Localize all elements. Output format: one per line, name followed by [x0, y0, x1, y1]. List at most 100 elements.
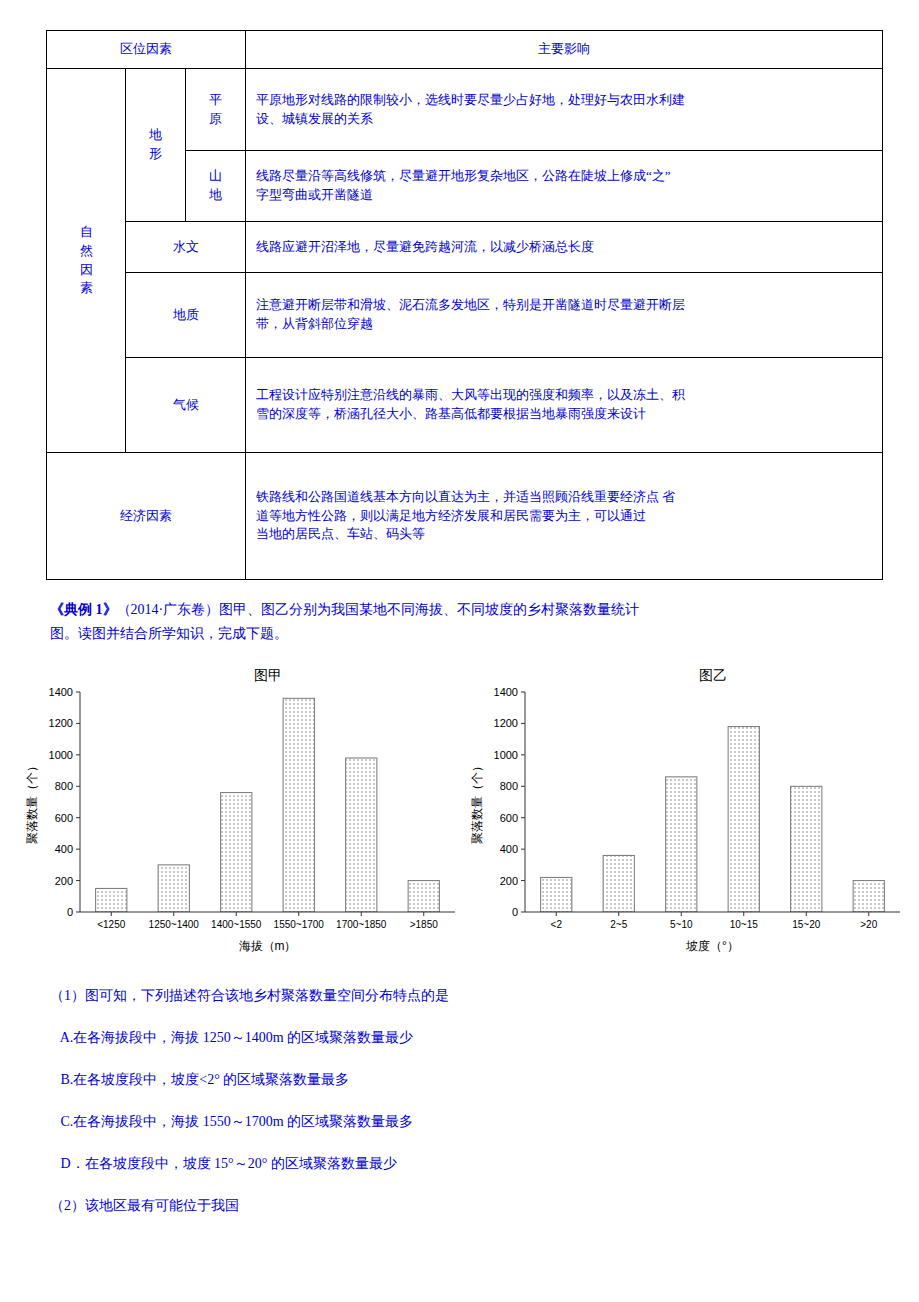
example-line: 图。读图并结合所学知识，完成下题。	[50, 622, 880, 646]
x-tick	[556, 912, 557, 916]
question-line: C.在各海拔段中，海拔 1550～1700m 的区域聚落数量最多	[50, 1101, 880, 1143]
table-row: 区位因素主要影响	[47, 31, 883, 69]
x-tick	[806, 912, 807, 916]
content-cell: 线路应避开沼泽地，尽量避免跨越河流，以减少桥涵总长度	[246, 222, 883, 273]
bars	[96, 698, 440, 912]
bar	[283, 698, 314, 912]
y-tick-label: 0	[512, 906, 518, 918]
y-axis-label: 聚落数量（个）	[25, 760, 39, 844]
label-cell: 自 然 因 素	[47, 69, 126, 453]
y-tick-label: 0	[67, 906, 73, 918]
y-tick	[521, 754, 525, 755]
x-tick-label: 15~20	[792, 919, 821, 930]
x-tick-label: 5~10	[670, 919, 693, 930]
example-line: 《典例 1》（2014·广东卷）图甲、图乙分别为我国某地不同海拔、不同坡度的乡村…	[50, 598, 880, 622]
table-row: 自 然 因 素地 形平 原平原地形对线路的限制较小，选线时要尽量少占好地，处理好…	[47, 69, 883, 151]
x-axis	[525, 912, 900, 913]
y-tick	[521, 817, 525, 818]
x-tick-label: 1400~1550	[211, 919, 262, 930]
chart-title: 图甲	[254, 667, 282, 683]
x-tick	[743, 912, 744, 916]
y-tick	[521, 692, 525, 693]
question-line: A.在各海拔段中，海拔 1250～1400m 的区域聚落数量最少	[50, 1017, 880, 1059]
y-tick-label: 1000	[494, 749, 518, 761]
example-text: 《典例 1》（2014·广东卷）图甲、图乙分别为我国某地不同海拔、不同坡度的乡村…	[50, 598, 880, 646]
label-cell: 平 原	[186, 69, 246, 151]
label-cell: 山 地	[186, 151, 246, 222]
x-tick	[298, 912, 299, 916]
content-cell: 注意避开断层带和滑坡、泥石流多发地区，特别是开凿隧道时尽量避开断层 带，从背斜部…	[246, 273, 883, 358]
x-tick	[236, 912, 237, 916]
label-cell: 经济因素	[47, 453, 246, 580]
y-tick-label: 400	[55, 843, 73, 855]
bar-chart: 0200400600800100012001400<12501250~14001…	[20, 662, 465, 962]
x-tick	[111, 912, 112, 916]
content-cell: 工程设计应特别注意沿线的暴雨、大风等出现的强度和频率，以及冻土、积 雪的深度等，…	[246, 358, 883, 453]
y-tick	[76, 754, 80, 755]
x-tick-label: >1850	[410, 919, 439, 930]
table-row: 山 地线路尽量沿等高线修筑，尽量避开地形复杂地区，公路在陡坡上修成“之” 字型弯…	[47, 151, 883, 222]
y-axis-label: 聚落数量（个）	[470, 760, 484, 844]
content-cell: 铁路线和公路国道线基本方向以直达为主，并适当照顾沿线重要经济点 省 道等地方性公…	[246, 453, 883, 580]
y-tick	[76, 723, 80, 724]
questions: （1）图可知，下列描述符合该地乡村聚落数量空间分布特点的是 A.在各海拔段中，海…	[50, 975, 880, 1227]
y-axis	[80, 692, 81, 912]
x-tick	[681, 912, 682, 916]
y-tick	[521, 786, 525, 787]
x-tick	[868, 912, 869, 916]
x-tick-label: 1700~1850	[336, 919, 387, 930]
x-tick-label: 10~15	[730, 919, 759, 930]
bar-chart: 0200400600800100012001400<22~55~1010~151…	[465, 662, 910, 962]
content-cell: 线路尽量沿等高线修筑，尽量避开地形复杂地区，公路在陡坡上修成“之” 字型弯曲或开…	[246, 151, 883, 222]
charts: 0200400600800100012001400<12501250~14001…	[20, 662, 910, 962]
y-tick-label: 1400	[494, 686, 518, 698]
question-line: （1）图可知，下列描述符合该地乡村聚落数量空间分布特点的是	[50, 975, 880, 1017]
x-tick	[173, 912, 174, 916]
y-tick	[521, 849, 525, 850]
y-tick	[76, 880, 80, 881]
table-row: 气候工程设计应特别注意沿线的暴雨、大风等出现的强度和频率，以及冻土、积 雪的深度…	[47, 358, 883, 453]
y-tick	[76, 786, 80, 787]
bar	[791, 786, 822, 912]
question-line: D．在各坡度段中，坡度 15°～20° 的区域聚落数量最少	[50, 1143, 880, 1185]
x-tick-label: 1550~1700	[274, 919, 325, 930]
bar	[666, 777, 697, 912]
bar	[408, 881, 439, 912]
table-row: 经济因素铁路线和公路国道线基本方向以直达为主，并适当照顾沿线重要经济点 省 道等…	[47, 453, 883, 580]
y-tick	[521, 880, 525, 881]
label-cell: 地 形	[126, 69, 186, 222]
x-tick	[361, 912, 362, 916]
factor-table: 区位因素主要影响自 然 因 素地 形平 原平原地形对线路的限制较小，选线时要尽量…	[46, 30, 883, 580]
y-tick	[76, 912, 80, 913]
table-row: 水文线路应避开沼泽地，尽量避免跨越河流，以减少桥涵总长度	[47, 222, 883, 273]
y-tick-label: 1200	[49, 717, 73, 729]
y-tick-label: 1200	[494, 717, 518, 729]
bar	[541, 877, 572, 912]
bar	[346, 758, 377, 912]
chart-title: 图乙	[699, 667, 727, 683]
x-tick	[423, 912, 424, 916]
y-tick-label: 600	[500, 812, 518, 824]
y-tick-label: 800	[55, 780, 73, 792]
header-cell: 主要影响	[246, 31, 883, 69]
example-bold: 《典例 1》	[50, 602, 117, 617]
bar	[728, 727, 759, 912]
bars	[541, 727, 885, 912]
bar	[221, 793, 252, 912]
y-tick	[521, 723, 525, 724]
bar	[853, 881, 884, 912]
x-tick-label: 2~5	[610, 919, 627, 930]
example-rest: （2014·广东卷）图甲、图乙分别为我国某地不同海拔、不同坡度的乡村聚落数量统计	[117, 602, 640, 617]
y-axis	[525, 692, 526, 912]
bar	[158, 865, 189, 912]
x-tick-label: >20	[860, 919, 877, 930]
question-line: （2）该地区最有可能位于我国	[50, 1185, 880, 1227]
y-tick	[76, 692, 80, 693]
x-tick	[618, 912, 619, 916]
header-cell: 区位因素	[47, 31, 246, 69]
y-tick-label: 1400	[49, 686, 73, 698]
x-axis-label: 坡度（°）	[685, 939, 739, 953]
label-cell: 地质	[126, 273, 246, 358]
label-cell: 气候	[126, 358, 246, 453]
y-tick-label: 400	[500, 843, 518, 855]
